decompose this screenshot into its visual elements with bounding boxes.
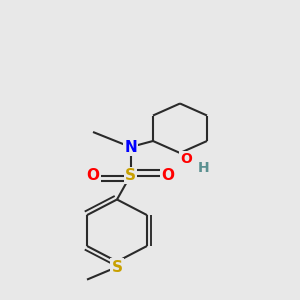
Text: O: O [86, 168, 100, 183]
Text: O: O [180, 152, 192, 166]
Text: H: H [198, 161, 210, 175]
Text: S: S [112, 260, 122, 274]
Text: O: O [161, 168, 175, 183]
Text: S: S [125, 168, 136, 183]
Text: N: N [124, 140, 137, 154]
